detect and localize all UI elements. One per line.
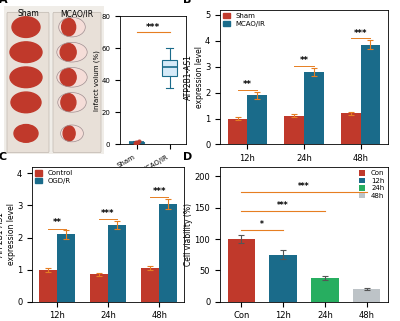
Text: ***: *** <box>354 29 367 38</box>
FancyBboxPatch shape <box>53 12 101 152</box>
Ellipse shape <box>10 67 42 88</box>
Ellipse shape <box>60 68 76 86</box>
Text: **: ** <box>300 56 308 65</box>
Bar <box>311 278 338 302</box>
Bar <box>90 274 108 302</box>
Bar <box>159 204 177 302</box>
Bar <box>141 268 159 302</box>
Bar <box>270 255 297 302</box>
Ellipse shape <box>58 92 86 112</box>
Ellipse shape <box>57 67 87 87</box>
Y-axis label: Infarct volum (%): Infarct volum (%) <box>93 50 100 111</box>
Text: ***: *** <box>298 183 310 192</box>
Ellipse shape <box>61 125 84 142</box>
Text: *: * <box>260 220 264 229</box>
Point <box>133 139 139 144</box>
Legend: Sham, MCAO/IR: Sham, MCAO/IR <box>224 13 265 27</box>
Bar <box>57 234 75 302</box>
Bar <box>360 45 380 144</box>
Ellipse shape <box>61 94 76 111</box>
Bar <box>108 225 126 302</box>
Ellipse shape <box>62 18 76 36</box>
Text: **: ** <box>52 218 61 227</box>
Ellipse shape <box>59 17 85 37</box>
Text: MCAO/IR: MCAO/IR <box>60 9 94 18</box>
Text: Sham: Sham <box>17 9 39 18</box>
Ellipse shape <box>60 43 76 61</box>
Bar <box>228 118 248 144</box>
PathPatch shape <box>162 60 177 76</box>
Point <box>136 139 142 144</box>
Ellipse shape <box>10 42 42 63</box>
Text: ***: *** <box>277 201 289 210</box>
Point <box>134 140 140 145</box>
Legend: Con, 12h, 24h, 48h: Con, 12h, 24h, 48h <box>359 170 384 199</box>
Bar <box>353 289 380 302</box>
Text: **: ** <box>243 80 252 89</box>
Point <box>134 139 141 144</box>
Ellipse shape <box>57 42 87 62</box>
Ellipse shape <box>11 92 41 113</box>
Bar <box>304 72 324 144</box>
Text: A: A <box>0 0 8 4</box>
Y-axis label: ATP2B1-AS1
expression level: ATP2B1-AS1 expression level <box>0 203 16 265</box>
Bar <box>39 270 57 302</box>
Text: D: D <box>183 152 192 162</box>
Bar <box>284 116 304 144</box>
Text: ***: *** <box>101 209 115 218</box>
Y-axis label: Cell viability (%): Cell viability (%) <box>184 203 193 266</box>
Legend: Control, OGD/R: Control, OGD/R <box>36 170 72 184</box>
PathPatch shape <box>129 142 144 143</box>
Ellipse shape <box>63 126 75 141</box>
Text: ***: *** <box>152 187 166 196</box>
Bar <box>341 113 360 144</box>
Text: B: B <box>183 0 192 5</box>
Text: ***: *** <box>146 23 160 32</box>
Text: C: C <box>0 152 7 162</box>
Bar <box>248 95 267 144</box>
Bar <box>228 239 255 302</box>
Y-axis label: ATP2B1-AS1
expression level: ATP2B1-AS1 expression level <box>184 46 204 108</box>
FancyBboxPatch shape <box>7 12 49 152</box>
Point <box>132 140 138 145</box>
Ellipse shape <box>14 125 38 142</box>
Ellipse shape <box>12 17 40 38</box>
